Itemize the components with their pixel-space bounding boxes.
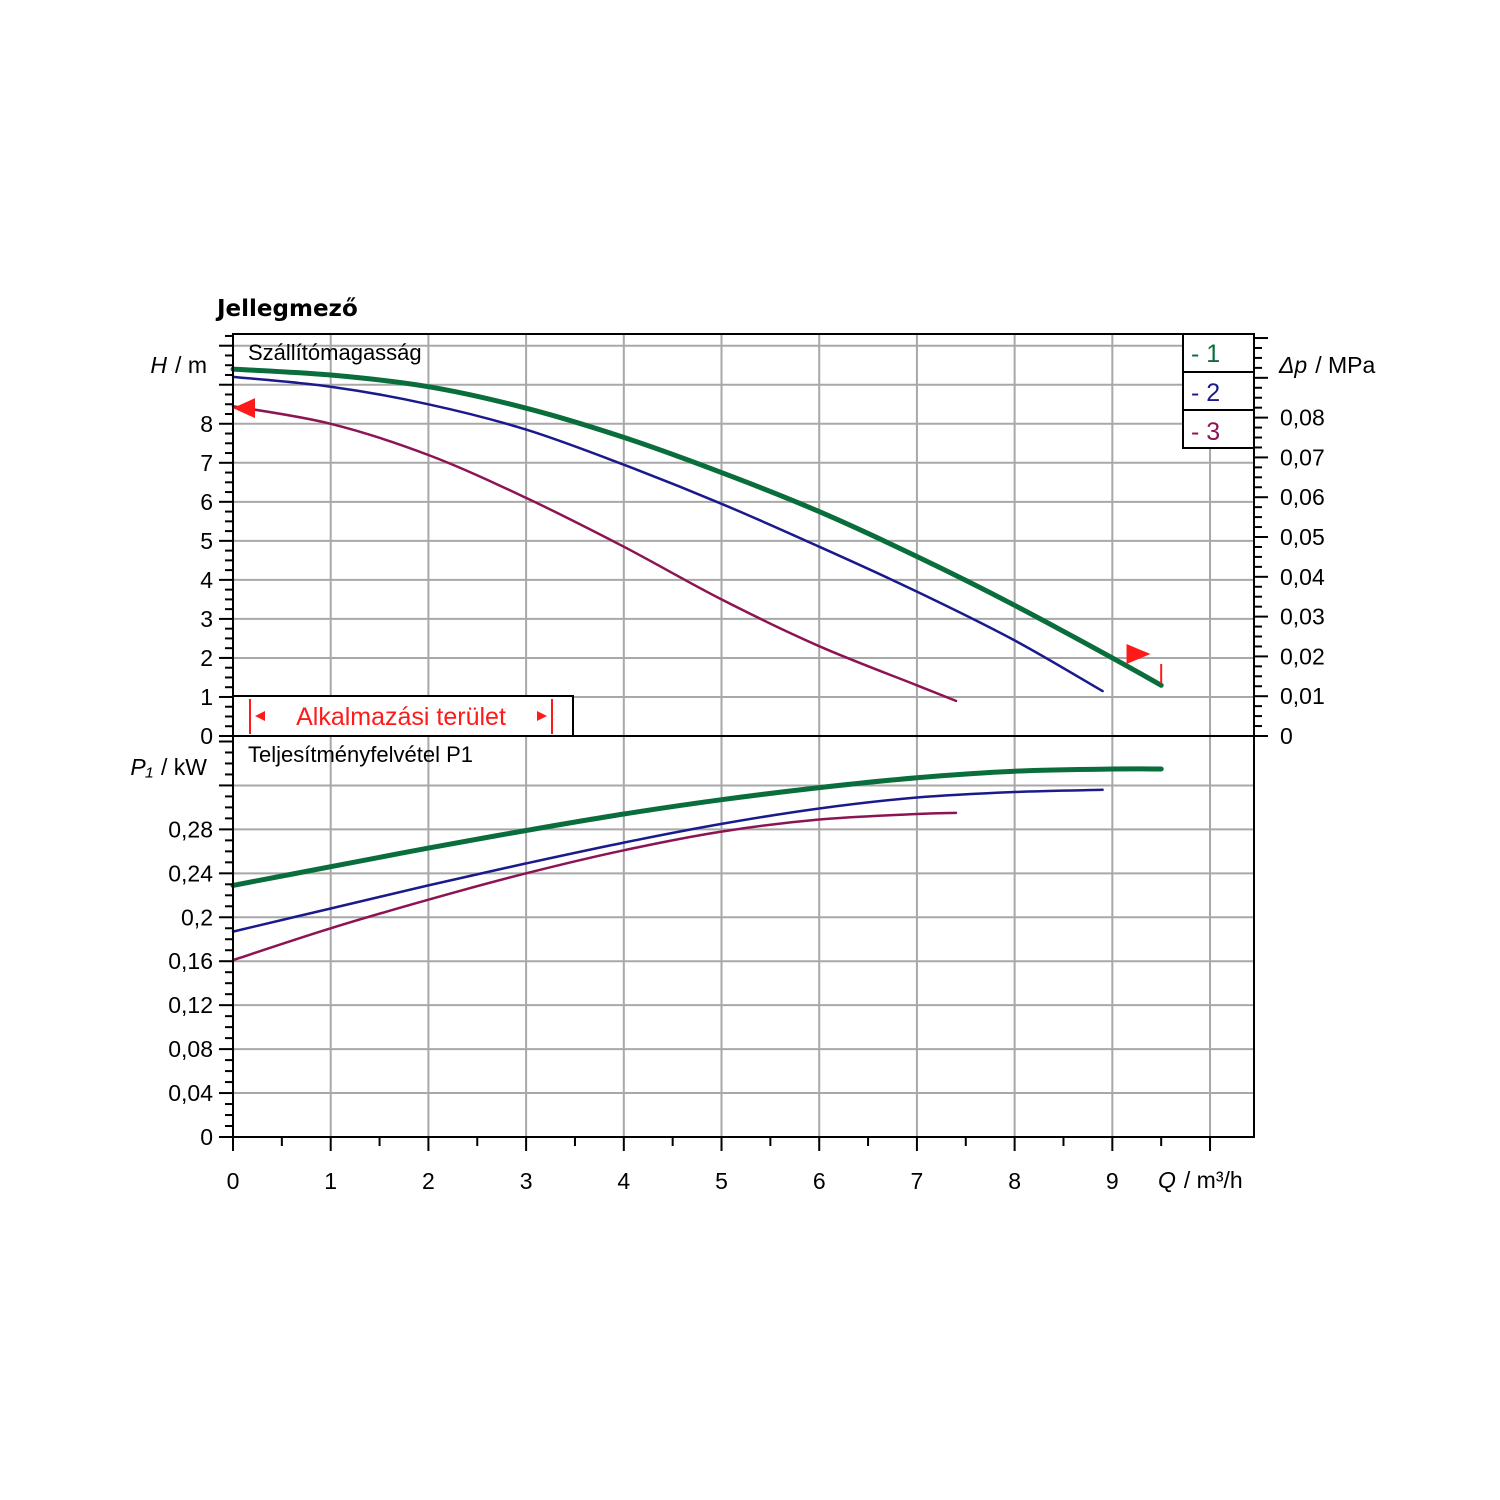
y2-tick-label-pressure: 0,04 [1280, 564, 1325, 590]
legend-box [1182, 333, 1255, 449]
y2-axis-label-symbol: Δp [1278, 352, 1307, 378]
y-tick-label-head: 5 [200, 528, 213, 554]
x-tick-label: 4 [617, 1168, 630, 1194]
legend-entry-3: - 3 [1191, 418, 1220, 446]
y2-axis-label-pressure: Δp / MPa [1278, 352, 1376, 378]
curves [230, 366, 1164, 962]
y-tick-label-power: 0,24 [168, 860, 213, 886]
x-tick-label: 8 [1008, 1168, 1021, 1194]
y-axis-label-head: H / m [150, 352, 207, 378]
y-tick-label-head: 2 [200, 645, 213, 671]
x-axis-label-symbol: Q [1158, 1167, 1176, 1193]
legend: - 1 - 2 - 3 [1182, 333, 1255, 449]
ticks: 0 1 2 3 4 5 6 7 8 0 0,01 0,02 0,03 0,04 0,05 0,06 0,07 0,… [168, 334, 1325, 1194]
y2-tick-label-pressure: 0,06 [1280, 484, 1325, 510]
x-tick-label: 7 [911, 1168, 924, 1194]
x-tick-label: 1 [324, 1168, 337, 1194]
head-panel-frame [232, 333, 1255, 737]
power-panel-title: Teljesítményfelvétel P1 [248, 742, 473, 767]
power-curve-series-2 [231, 788, 1104, 933]
head-curve-series-2 [231, 375, 1104, 693]
legend-entry-2: - 2 [1191, 379, 1220, 407]
y-tick-label-power: 0,04 [168, 1080, 213, 1106]
y-tick-label-power: 0,16 [168, 948, 213, 974]
grid [233, 334, 1254, 1137]
application-area-arrow-right [537, 711, 547, 721]
application-area-marker-left [233, 398, 255, 419]
y-axis-label-power-symbol: P₁ [130, 754, 153, 780]
y-tick-label-power: 0,12 [168, 992, 213, 1018]
x-tick-label: 6 [813, 1168, 826, 1194]
y-axis-label-head-unit: / m [175, 352, 207, 378]
head-curve-series-1 [230, 366, 1164, 688]
y-tick-label-power: 0,2 [181, 904, 213, 930]
y2-tick-label-pressure: 0,02 [1280, 643, 1325, 669]
x-tick-label: 2 [422, 1168, 435, 1194]
y-tick-label-power: 0,28 [168, 816, 213, 842]
application-area-box [232, 695, 574, 737]
y2-tick-label-pressure: 0,08 [1280, 405, 1325, 431]
application-area-label: Alkalmazási terület [296, 703, 506, 731]
y-tick-label-head: 7 [200, 450, 213, 476]
y-axis-label-power-unit: / kW [161, 754, 207, 780]
y2-tick-label-pressure: 0,05 [1280, 524, 1325, 550]
y-tick-label-head: 0 [200, 723, 213, 749]
y2-tick-label-pressure: 0,03 [1280, 604, 1325, 630]
y2-tick-label-pressure: 0 [1280, 723, 1293, 749]
x-axis-label: Q / m³/h [1158, 1167, 1243, 1193]
x-tick-label: 9 [1106, 1168, 1119, 1194]
power-curve-series-1 [230, 766, 1164, 888]
application-area-markers [233, 398, 1163, 684]
head-panel-title: Szállítómagasság [248, 340, 422, 365]
y-tick-label-power: 0,08 [168, 1036, 213, 1062]
head-curve-series-3 [231, 404, 958, 703]
y-tick-label-head: 1 [200, 684, 213, 710]
y-tick-label-head: 3 [200, 606, 213, 632]
y-axis-label-head-symbol: H [150, 352, 167, 378]
y-tick-label-head: 8 [200, 411, 213, 437]
application-area-marker-right [1126, 644, 1151, 665]
y-tick-label-power: 0 [200, 1124, 213, 1150]
y-axis-label-power: P₁ / kW [130, 754, 207, 780]
power-panel-frame [232, 735, 1255, 1138]
frames [232, 333, 1255, 1138]
x-tick-label: 3 [520, 1168, 533, 1194]
chart-title: Jellegmező [215, 296, 358, 322]
y2-tick-label-pressure: 0,01 [1280, 683, 1325, 709]
x-tick-label: 5 [715, 1168, 728, 1194]
x-tick-label: 0 [227, 1168, 240, 1194]
power-curve-series-3 [231, 811, 958, 962]
y2-axis-label-unit: / MPa [1315, 352, 1375, 378]
application-area: Alkalmazási terület [232, 695, 574, 737]
legend-entry-1: - 1 [1191, 340, 1220, 368]
y-tick-label-head: 4 [200, 567, 213, 593]
y-tick-label-head: 6 [200, 489, 213, 515]
x-axis-label-unit: / m³/h [1184, 1167, 1243, 1193]
y2-tick-label-pressure: 0,07 [1280, 444, 1325, 470]
application-area-arrow-left [255, 711, 265, 721]
